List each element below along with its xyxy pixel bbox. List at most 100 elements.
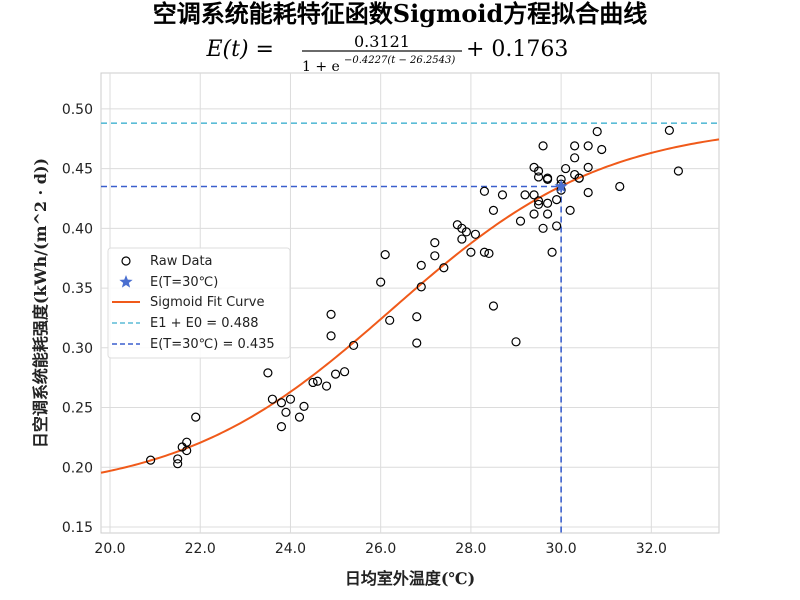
data-point — [529, 209, 539, 219]
sigmoid-fit-curve — [100, 138, 720, 474]
x-axis-label: 日均室外温度(℃) — [345, 569, 475, 588]
data-point — [497, 190, 508, 200]
data-point — [416, 282, 426, 292]
raw-data-points — [146, 125, 684, 469]
data-point — [664, 125, 674, 135]
data-point — [673, 166, 684, 176]
data-point — [533, 196, 544, 206]
x-tick-label: 20.0 — [94, 541, 125, 557]
legend-asymptote: E1 + E0 = 0.488 — [150, 316, 259, 331]
data-point — [574, 173, 584, 183]
data-point — [299, 401, 309, 411]
data-point — [592, 126, 602, 137]
data-point — [583, 162, 593, 172]
data-point — [321, 381, 332, 391]
data-point — [529, 190, 539, 200]
data-point — [583, 187, 593, 198]
data-point — [380, 250, 390, 260]
highlight-star — [554, 179, 568, 193]
grid — [101, 73, 719, 533]
data-point — [542, 209, 553, 219]
data-point — [326, 309, 336, 319]
legend-star — [119, 275, 133, 288]
data-point — [276, 422, 287, 432]
legend-raw-data: Raw Data — [150, 254, 213, 269]
data-point — [430, 251, 440, 261]
data-point — [191, 412, 201, 422]
data-point — [326, 331, 336, 341]
data-point — [615, 181, 625, 192]
reference-lines — [101, 122, 719, 533]
data-point — [570, 153, 580, 163]
y-tick-label: 0.25 — [62, 401, 93, 417]
legend: Raw Data E(T=30℃) Sigmoid Fit Curve E1 +… — [107, 247, 291, 359]
data-point — [479, 186, 490, 196]
data-point — [416, 260, 426, 270]
fit-equation: E(t) = 0.3121 1 + e −0.4227(t − 26.2543)… — [206, 32, 569, 75]
data-point — [511, 337, 521, 347]
equation-numerator: 0.3121 — [354, 32, 410, 51]
x-tick-label: 28.0 — [455, 541, 486, 557]
data-point — [173, 459, 183, 469]
data-point — [430, 238, 440, 248]
data-point — [488, 205, 499, 216]
data-point — [263, 368, 273, 378]
data-point — [542, 198, 553, 208]
data-point — [533, 166, 544, 176]
y-tick-label: 0.30 — [62, 341, 93, 357]
y-tick-label: 0.40 — [62, 221, 93, 237]
legend-box — [107, 247, 291, 359]
data-point — [339, 367, 350, 377]
y-tick-label: 0.45 — [62, 162, 93, 178]
data-point — [565, 205, 575, 216]
data-point — [173, 454, 183, 464]
equation-denominator-base: 1 + e — [302, 59, 340, 75]
data-point — [312, 376, 323, 386]
data-point — [457, 234, 467, 244]
data-point — [276, 398, 287, 408]
data-point — [470, 229, 481, 239]
x-tick-labels: 20.0 22.0 24.0 26.0 28.0 30.0 32.0 — [94, 541, 666, 557]
legend-fit-curve: Sigmoid Fit Curve — [150, 295, 264, 310]
x-tick-label: 26.0 — [365, 541, 396, 557]
data-point — [570, 141, 580, 151]
data-point — [349, 340, 359, 351]
data-point — [182, 437, 192, 447]
data-point — [479, 247, 490, 257]
legend-marker-raw — [121, 256, 131, 266]
data-point — [330, 369, 341, 379]
x-tick-label: 24.0 — [275, 541, 306, 557]
data-point — [385, 315, 395, 325]
data-point — [267, 394, 278, 404]
equation-rhs: + 0.1763 — [466, 37, 568, 62]
data-point — [547, 247, 557, 257]
x-tick-label: 32.0 — [636, 541, 667, 557]
data-point — [583, 141, 593, 151]
data-point — [376, 277, 386, 287]
data-point — [533, 199, 544, 210]
y-tick-labels: 0.15 0.20 0.25 0.30 0.35 0.40 0.45 0.50 — [62, 102, 93, 536]
legend-highlight: E(T=30℃) — [150, 275, 218, 290]
data-point — [538, 223, 548, 233]
data-point — [412, 312, 422, 322]
data-point — [281, 407, 291, 417]
data-point — [533, 172, 544, 182]
data-point — [308, 377, 318, 388]
equation-lhs: E(t) = — [206, 37, 275, 62]
highlight-point — [554, 179, 568, 193]
data-point — [466, 247, 476, 257]
y-tick-label: 0.35 — [62, 281, 93, 297]
y-tick-label: 0.20 — [62, 460, 93, 476]
data-point — [412, 338, 422, 348]
y-tick-label: 0.50 — [62, 102, 93, 118]
data-point — [597, 144, 607, 155]
x-tick-label: 30.0 — [546, 541, 577, 557]
legend-e30: E(T=30℃) = 0.435 — [150, 337, 275, 352]
y-tick-label: 0.15 — [62, 520, 93, 536]
data-point — [542, 174, 553, 184]
data-point — [561, 163, 571, 174]
data-point — [439, 263, 449, 273]
data-point — [484, 248, 494, 259]
data-point — [520, 190, 530, 200]
